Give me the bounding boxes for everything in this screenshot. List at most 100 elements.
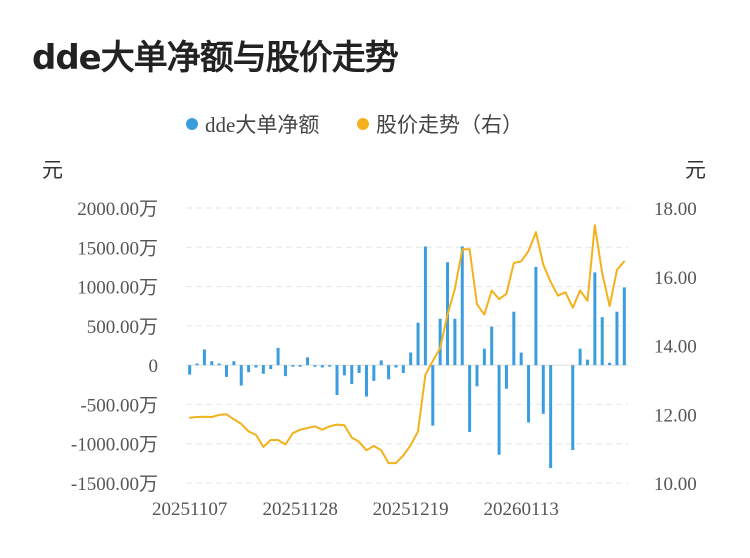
price-point	[505, 293, 508, 295]
price-point	[358, 440, 360, 443]
dde-bar	[409, 352, 413, 366]
dde-bar	[519, 352, 523, 366]
dde-bar	[320, 365, 324, 368]
price-point	[557, 294, 559, 297]
price-point	[350, 436, 353, 439]
dde-bar	[239, 365, 243, 386]
price-point	[203, 415, 206, 418]
price-point	[579, 289, 581, 292]
legend-label-price: 股价走势（右）	[376, 113, 523, 137]
dde-bar	[423, 246, 427, 366]
dde-bar	[571, 365, 575, 450]
x-axis-tick-label: 20260113	[484, 499, 559, 520]
dde-bar	[335, 365, 339, 395]
left-axis-tick-label: -1000.00万	[71, 435, 158, 456]
dde-bar	[254, 365, 258, 368]
price-point	[513, 262, 515, 264]
legend-marker-price	[357, 118, 369, 130]
price-point	[483, 313, 486, 316]
price-point	[314, 425, 316, 428]
price-point	[196, 416, 198, 418]
price-point	[321, 428, 324, 431]
price-point	[409, 444, 412, 446]
dde-bar	[482, 348, 486, 366]
right-axis-tick-label: 16.00	[654, 268, 697, 289]
price-point	[225, 413, 228, 416]
dde-bar	[615, 311, 619, 366]
dde-bar	[585, 359, 589, 366]
price-point	[210, 416, 213, 418]
price-point	[439, 347, 441, 350]
price-point	[549, 281, 552, 283]
price-point	[284, 443, 287, 446]
price-point	[490, 289, 493, 292]
price-point	[571, 306, 574, 309]
right-axis-tick-label: 10.00	[654, 474, 697, 495]
price-point	[343, 424, 346, 427]
dde-bar	[468, 365, 472, 432]
dde-bar	[578, 348, 582, 366]
dde-bar	[291, 365, 295, 367]
dde-bar	[593, 272, 597, 366]
price-point	[277, 439, 279, 441]
price-point	[535, 231, 537, 233]
dde-bar	[394, 365, 398, 368]
price-point	[188, 416, 191, 419]
x-axis-tick-label: 20251107	[152, 499, 227, 520]
dde-bar	[357, 365, 361, 373]
dde-bar	[600, 317, 604, 366]
dde-bar	[350, 365, 354, 384]
price-point	[608, 305, 611, 307]
dde-bar	[431, 365, 435, 426]
dde-bar	[504, 365, 508, 389]
left-axis-tick-label: -1500.00万	[71, 474, 158, 495]
price-point	[365, 449, 368, 452]
dde-bar	[490, 326, 494, 366]
right-axis-tick-label: 14.00	[654, 337, 697, 358]
left-axis-unit: 元	[42, 158, 63, 182]
dde-bar	[247, 365, 251, 373]
price-point	[476, 303, 478, 306]
dde-bar	[195, 363, 199, 366]
dde-bar	[372, 365, 376, 381]
left-axis-tick-label: 1500.00万	[77, 238, 158, 259]
dde-bar	[276, 347, 280, 366]
price-point	[395, 462, 397, 464]
price-point	[247, 430, 250, 433]
dde-bar	[527, 365, 531, 423]
price-point	[269, 439, 272, 441]
dde-bar	[364, 365, 368, 397]
price-point	[218, 414, 220, 416]
price-point	[431, 360, 434, 362]
legend-marker-dde	[186, 118, 198, 130]
price-point	[446, 313, 449, 316]
price-point	[240, 423, 243, 425]
dde-bar	[438, 318, 442, 366]
price-line	[189, 224, 626, 465]
price-point	[424, 373, 427, 376]
right-axis-tick-label: 18.00	[654, 199, 697, 220]
price-point	[380, 449, 383, 452]
dde-bar	[475, 365, 479, 387]
price-point	[564, 291, 567, 294]
dde-bar	[608, 362, 612, 366]
price-point	[498, 298, 500, 300]
dde-bar	[328, 365, 332, 367]
price-point	[306, 427, 309, 429]
dde-bar	[261, 365, 265, 374]
dde-bar	[497, 365, 501, 455]
dde-bar	[534, 266, 538, 366]
dde-bar	[306, 357, 310, 366]
right-axis-tick-label: 12.00	[654, 405, 697, 426]
left-axis-tick-label: 0	[149, 356, 159, 377]
legend-label-dde: dde大单净额	[205, 113, 319, 137]
price-point	[601, 272, 604, 275]
dde-bar	[269, 365, 273, 370]
dde-bar	[313, 365, 317, 367]
dde-bar	[387, 365, 391, 380]
dde-bar	[541, 365, 545, 414]
price-point	[623, 260, 626, 263]
chart-title: dde大单净额与股价走势	[32, 38, 399, 78]
